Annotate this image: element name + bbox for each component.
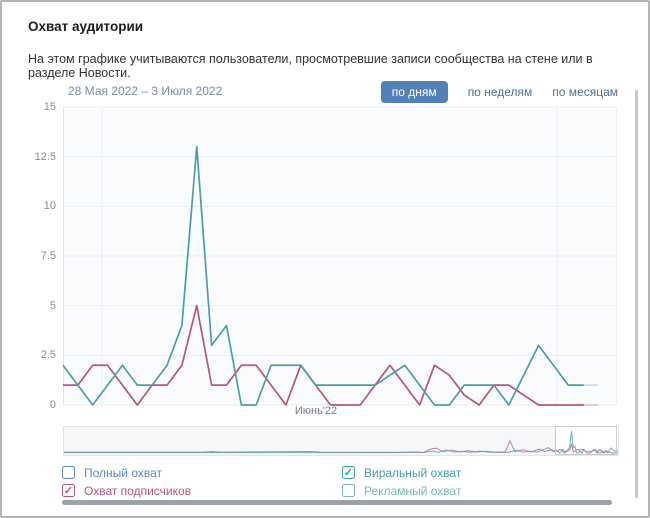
checkbox-subscribers-reach[interactable]: ✓ bbox=[62, 484, 75, 497]
page-title: Охват аудитории bbox=[28, 19, 144, 34]
checkbox-ads-reach[interactable] bbox=[342, 484, 355, 497]
chart-description: На этом графике учитываются пользователи… bbox=[28, 52, 593, 80]
tab-by-days[interactable]: по дням bbox=[380, 81, 448, 103]
y-axis-tick: 2.5 bbox=[40, 349, 56, 361]
legend-label-viral-reach[interactable]: Виральный охват bbox=[364, 465, 462, 480]
y-axis-tick: 12.5 bbox=[34, 151, 56, 163]
vertical-scrollbar[interactable] bbox=[635, 90, 638, 498]
legend-label-full-reach[interactable]: Полный охват bbox=[84, 465, 163, 480]
reach-chart-canvas[interactable] bbox=[63, 102, 617, 414]
y-axis-tick: 0 bbox=[49, 399, 56, 411]
legend-item-viral-reach: ✓ Виральный охват bbox=[342, 465, 461, 480]
legend-label-subscribers-reach[interactable]: Охват подписчиков bbox=[84, 483, 192, 498]
checkbox-viral-reach[interactable]: ✓ bbox=[342, 466, 355, 479]
tab-by-weeks[interactable]: по неделям bbox=[468, 81, 533, 103]
legend-item-subscribers-reach: ✓ Охват подписчиков bbox=[62, 483, 191, 498]
y-axis-tick: 15 bbox=[43, 101, 56, 113]
y-axis-tick: 7.5 bbox=[40, 250, 56, 262]
legend-label-ads-reach[interactable]: Рекламный охват bbox=[364, 483, 462, 498]
x-axis-month-label: Июнь'22 bbox=[294, 405, 338, 417]
period-tabs: по дням по неделям по месяцам bbox=[380, 81, 618, 103]
tab-by-months[interactable]: по месяцам bbox=[552, 81, 618, 103]
minimap-selection-handle[interactable] bbox=[555, 426, 617, 455]
legend-item-ads-reach: Рекламный охват bbox=[342, 483, 461, 498]
checkbox-full-reach[interactable] bbox=[62, 466, 75, 479]
legend-item-full-reach: Полный охват bbox=[62, 465, 162, 480]
date-range-label: 28 Мая 2022 – 3 Июля 2022 bbox=[68, 84, 223, 98]
chart-minimap[interactable] bbox=[63, 426, 619, 456]
horizontal-scrollbar[interactable] bbox=[62, 500, 612, 505]
y-axis-tick: 5 bbox=[49, 300, 56, 312]
y-axis-tick: 10 bbox=[43, 200, 56, 212]
